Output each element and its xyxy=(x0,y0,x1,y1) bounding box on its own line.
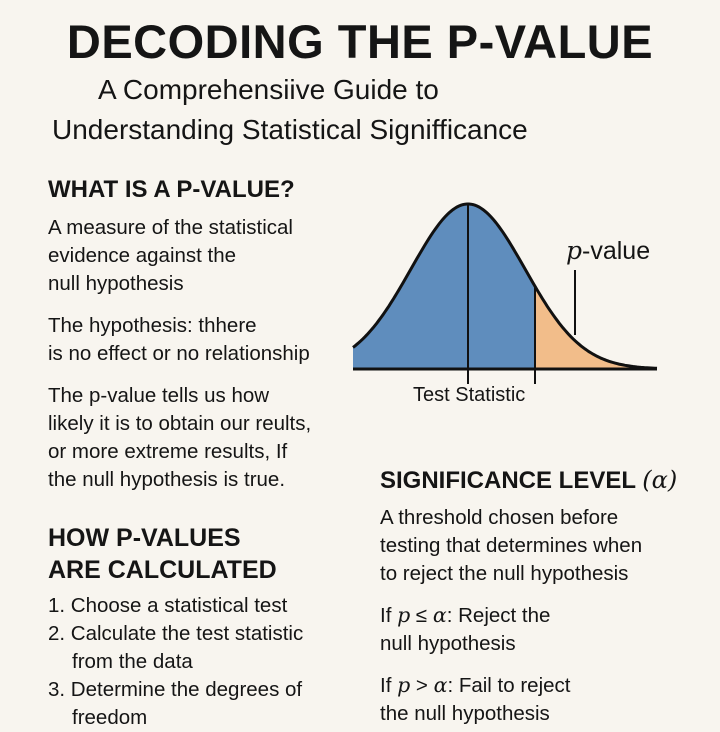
heading-line: HOW P-VALUES xyxy=(48,524,241,552)
text-line: A threshold chosen before xyxy=(380,506,619,529)
text-line: is no effect or no relationship xyxy=(48,342,310,365)
p-symbol: p xyxy=(397,603,411,627)
step-item: 1. Choose a statistical test xyxy=(48,594,288,617)
text-line: testing that determines when xyxy=(380,534,643,557)
alpha-symbol: α xyxy=(432,603,447,627)
subtitle-line-1: A Comprehensiive Guide to xyxy=(98,74,439,105)
significance-definition: A threshold chosen before testing that d… xyxy=(380,504,642,588)
null-hypothesis-text: The hypothesis: thhere is no effect or n… xyxy=(48,312,310,368)
what-is-heading: WHAT IS A P-VALUE? xyxy=(48,176,295,203)
text-line: A measure of the statistical xyxy=(48,216,293,239)
alpha-symbol: (α) xyxy=(642,466,678,494)
subtitle-line-2: Understanding Statistical Signifficance xyxy=(52,114,528,145)
heading-line: ARE CALCULATED xyxy=(48,556,277,584)
step-item: 3. Determine the degrees of xyxy=(48,678,303,701)
fail-to-reject-rule: If p > α: Fail to reject the null hypoth… xyxy=(380,671,570,728)
p-value-meaning-text: The p-value tells us how likely it is to… xyxy=(48,382,311,494)
p-value-tail-area xyxy=(535,286,657,369)
text: : Reject the xyxy=(446,604,551,627)
test-statistic-label: Test Statistic xyxy=(413,384,526,406)
reject-rule: If p ≤ α: Reject the null hypothesis xyxy=(380,601,550,658)
text-line: to reject the null hypothesis xyxy=(380,562,629,585)
step-item-continued: freedom xyxy=(72,706,148,729)
p-value-label: p-value xyxy=(566,236,650,266)
text-line: null hypothesis xyxy=(380,632,516,655)
operator: > xyxy=(410,674,434,697)
text-line: or more extreme results, If xyxy=(48,440,288,463)
p-symbol: p xyxy=(566,236,583,265)
p-value-label-text: -value xyxy=(582,237,651,265)
text: If xyxy=(380,604,398,627)
text-line: evidence against the xyxy=(48,244,237,267)
text-line: The hypothesis: thhere xyxy=(48,314,257,337)
operator: ≤ xyxy=(410,604,433,627)
steps-list: 1. Choose a statistical test 2. Calculat… xyxy=(48,592,303,732)
distribution-curve xyxy=(352,202,658,370)
alpha-symbol: α xyxy=(433,673,448,697)
text-line: the null hypothesis xyxy=(380,702,550,725)
how-calculated-heading: HOW P-VALUES ARE CALCULATED xyxy=(48,522,277,586)
step-item: 2. Calculate the test statistic xyxy=(48,622,304,645)
significance-heading-text: SIGNIFICANCE LEVEL xyxy=(380,467,636,494)
step-item-continued: from the data xyxy=(72,650,193,673)
text: If xyxy=(380,674,398,697)
page-title: DECODING THE P-VALUE xyxy=(66,15,654,68)
p-symbol: p xyxy=(397,673,411,697)
text-line: The p-value tells us how xyxy=(48,384,270,407)
significance-heading: SIGNIFICANCE LEVEL (α) xyxy=(380,466,677,495)
what-is-definition: A measure of the statistical evidence ag… xyxy=(48,214,293,298)
text: : Fail to reject xyxy=(447,674,571,697)
curve-body-area xyxy=(353,204,535,369)
text-line: null hypothesis xyxy=(48,272,184,295)
text-line: likely it is to obtain our reults, xyxy=(48,412,312,435)
text-line: the null hypothesis is true. xyxy=(48,468,286,491)
